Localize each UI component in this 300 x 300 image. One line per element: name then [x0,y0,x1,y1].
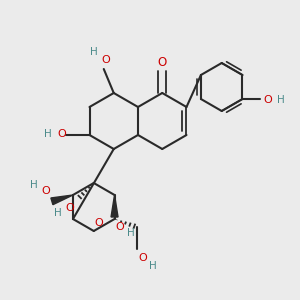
Polygon shape [111,195,118,217]
Text: O: O [94,218,103,228]
Text: O: O [41,186,50,196]
Text: H: H [127,228,134,238]
Text: O: O [115,222,124,232]
Text: H: H [54,208,62,218]
Text: O: O [158,56,167,70]
Text: H: H [277,95,284,105]
Text: O: O [57,129,66,139]
Text: H: H [90,47,98,57]
Text: O: O [66,202,75,213]
Polygon shape [51,195,73,205]
Text: O: O [263,95,272,105]
Text: H: H [30,180,38,190]
Text: O: O [101,55,110,65]
Text: H: H [149,261,156,271]
Text: H: H [44,129,51,139]
Text: O: O [138,253,147,263]
